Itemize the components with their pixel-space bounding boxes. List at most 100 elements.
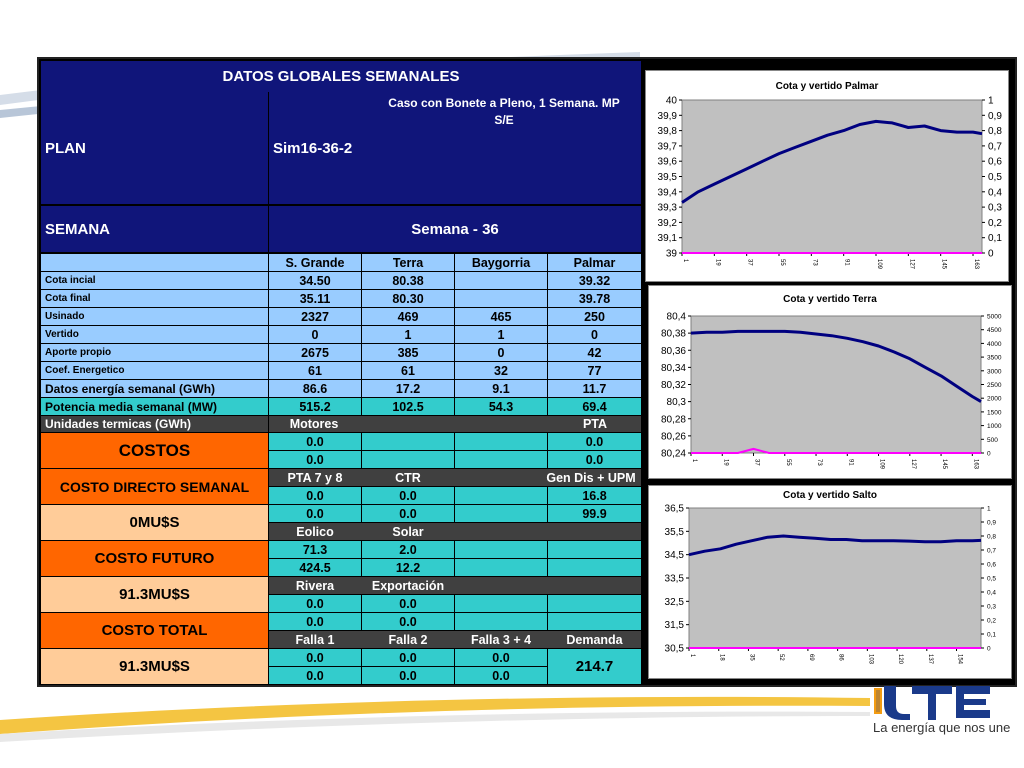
panel-title: DATOS GLOBALES SEMANALES bbox=[41, 61, 641, 92]
table-cell: 61 bbox=[269, 362, 361, 379]
falla34-value-2: 0.0 bbox=[455, 667, 547, 684]
x-tick-label: 120 bbox=[897, 654, 903, 665]
exchange-header-row bbox=[269, 577, 641, 594]
solar-value-1: 2.0 bbox=[362, 541, 454, 558]
table-cell: 469 bbox=[362, 308, 454, 325]
costo-futuro-value: 91.3MU$S bbox=[41, 577, 268, 612]
motores-label: Motores bbox=[289, 417, 339, 431]
ctr-value-1: 0.0 bbox=[362, 487, 454, 504]
y2-tick-label: 2000 bbox=[987, 396, 1002, 403]
footer-swoosh-decoration bbox=[0, 696, 870, 742]
termicas-empty-cell bbox=[455, 505, 547, 522]
termicas-empty-cell bbox=[455, 595, 547, 612]
x-tick-label: 1 bbox=[689, 654, 695, 658]
y2-tick-label: 4000 bbox=[987, 341, 1002, 348]
y-tick-label: 34,5 bbox=[665, 550, 685, 561]
y-tick-label: 39,1 bbox=[658, 233, 678, 244]
table-cell: 0 bbox=[269, 326, 361, 343]
y2-tick-label: 5000 bbox=[987, 314, 1002, 321]
pta7y8-label: PTA 7 y 8 bbox=[287, 470, 343, 485]
y-tick-label: 80,32 bbox=[661, 380, 686, 391]
falla2-value-2: 0.0 bbox=[362, 667, 454, 684]
table-cell: 42 bbox=[548, 344, 641, 361]
y-tick-label: 39 bbox=[666, 249, 678, 260]
y2-tick-label: 0 bbox=[988, 249, 994, 260]
x-tick-label: 1 bbox=[691, 459, 697, 463]
plan-value: Sim16-36-2 bbox=[269, 92, 641, 204]
y-tick-label: 80,24 bbox=[661, 449, 686, 460]
y-tick-label: 30,5 bbox=[665, 644, 685, 655]
x-tick-label: 37 bbox=[754, 459, 760, 466]
x-tick-label: 18 bbox=[719, 654, 725, 661]
falla2-value-1: 0.0 bbox=[362, 649, 454, 666]
costo-directo-label: COSTO DIRECTO SEMANAL bbox=[41, 469, 268, 504]
y2-tick-label: 2500 bbox=[987, 382, 1002, 389]
x-tick-label: 1 bbox=[682, 259, 688, 263]
gendis-value-1: 16.8 bbox=[548, 487, 641, 504]
termicas-empty-cell bbox=[455, 541, 547, 558]
table-cell: 54.3 bbox=[455, 398, 547, 415]
table-cell: 77 bbox=[548, 362, 641, 379]
y-tick-label: 33,5 bbox=[665, 574, 685, 585]
table-cell: 2327 bbox=[269, 308, 361, 325]
column-header: Palmar bbox=[548, 254, 641, 271]
y2-tick-label: 0,2 bbox=[987, 618, 996, 625]
termicas-empty-cell bbox=[455, 433, 547, 450]
table-cell: 1 bbox=[362, 326, 454, 343]
y-tick-label: 80,4 bbox=[667, 312, 687, 323]
table-cell: 465 bbox=[455, 308, 547, 325]
gendis-label: Gen Dis + UPM bbox=[546, 470, 636, 485]
rivera-value-2: 0.0 bbox=[269, 613, 361, 630]
y2-tick-label: 0,2 bbox=[988, 218, 1002, 229]
y-tick-label: 40 bbox=[666, 96, 678, 107]
chart-palmar-svg: Cota y vertido Palmar 40 39,9 39,8 39,7 39,6 3… bbox=[658, 81, 1003, 270]
y-tick-label: 32,5 bbox=[665, 597, 685, 608]
termicas-empty-cell bbox=[548, 541, 641, 558]
y2-tick-label: 1000 bbox=[987, 423, 1002, 430]
weekly-data-panel: DATOS GLOBALES SEMANALES PLAN Sim16-36-2… bbox=[37, 57, 1017, 687]
y2-tick-label: 0,5 bbox=[987, 576, 996, 583]
y-tick-label: 39,9 bbox=[658, 111, 678, 122]
solar-label: Solar bbox=[392, 524, 424, 539]
y-tick-label: 80,26 bbox=[661, 431, 686, 442]
y-tick-label: 39,2 bbox=[658, 218, 678, 229]
y2-tick-label: 500 bbox=[987, 437, 998, 444]
table-cell bbox=[455, 272, 547, 289]
chart-terra-svg: Cota y vertido Terra 80,4 80,38 80,36 80,34 8… bbox=[661, 294, 1002, 470]
y2-tick-label: 0,4 bbox=[987, 590, 996, 597]
eolico-label: Eolico bbox=[296, 524, 334, 539]
chart-salto: Cota y vertido Salto 36,5 35,5 34,5 33,5 32,5… bbox=[648, 485, 1012, 679]
table-cell: 34.50 bbox=[269, 272, 361, 289]
termicas-empty-cell bbox=[548, 559, 641, 576]
table-cell: 515.2 bbox=[269, 398, 361, 415]
y2-tick-label: 1 bbox=[987, 506, 991, 513]
vertido-series-line bbox=[691, 447, 981, 454]
y2-tick-label: 1500 bbox=[987, 409, 1002, 416]
y2-tick-label: 0,8 bbox=[988, 126, 1002, 137]
y2-tick-label: 0,3 bbox=[988, 203, 1002, 214]
chart-title: Cota y vertido Terra bbox=[783, 294, 877, 305]
falla1-label: Falla 1 bbox=[295, 632, 335, 647]
table-cell bbox=[455, 290, 547, 307]
demanda-value: 214.7 bbox=[548, 649, 641, 684]
x-tick-label: 86 bbox=[838, 654, 844, 661]
table-cell: 250 bbox=[548, 308, 641, 325]
table-cell: 1 bbox=[455, 326, 547, 343]
x-tick-label: 127 bbox=[908, 259, 914, 270]
x-tick-label: 19 bbox=[714, 259, 720, 266]
chart-salto-svg: Cota y vertido Salto 36,5 35,5 34,5 33,5 32,5… bbox=[665, 490, 997, 665]
y-tick-label: 39,6 bbox=[658, 157, 678, 168]
termicas-empty-cell bbox=[455, 451, 547, 468]
x-tick-label: 145 bbox=[941, 259, 947, 270]
x-tick-label: 35 bbox=[748, 654, 754, 661]
y2-tick-label: 0,8 bbox=[987, 534, 996, 541]
x-tick-label: 137 bbox=[927, 654, 933, 665]
x-tick-label: 154 bbox=[957, 654, 963, 665]
case-description-line1: Caso con Bonete a Pleno, 1 Semana. MP bbox=[388, 96, 620, 110]
y-tick-label: 80,34 bbox=[661, 363, 686, 374]
y2-tick-label: 0,1 bbox=[988, 233, 1002, 244]
chart-palmar: Cota y vertido Palmar 40 39,9 39,8 39,7 39,6 3… bbox=[645, 70, 1009, 282]
table-row-label: Coef. Energetico bbox=[41, 362, 268, 379]
exportacion-label: Exportación bbox=[371, 578, 445, 593]
table-row-label: Cota final bbox=[41, 290, 268, 307]
